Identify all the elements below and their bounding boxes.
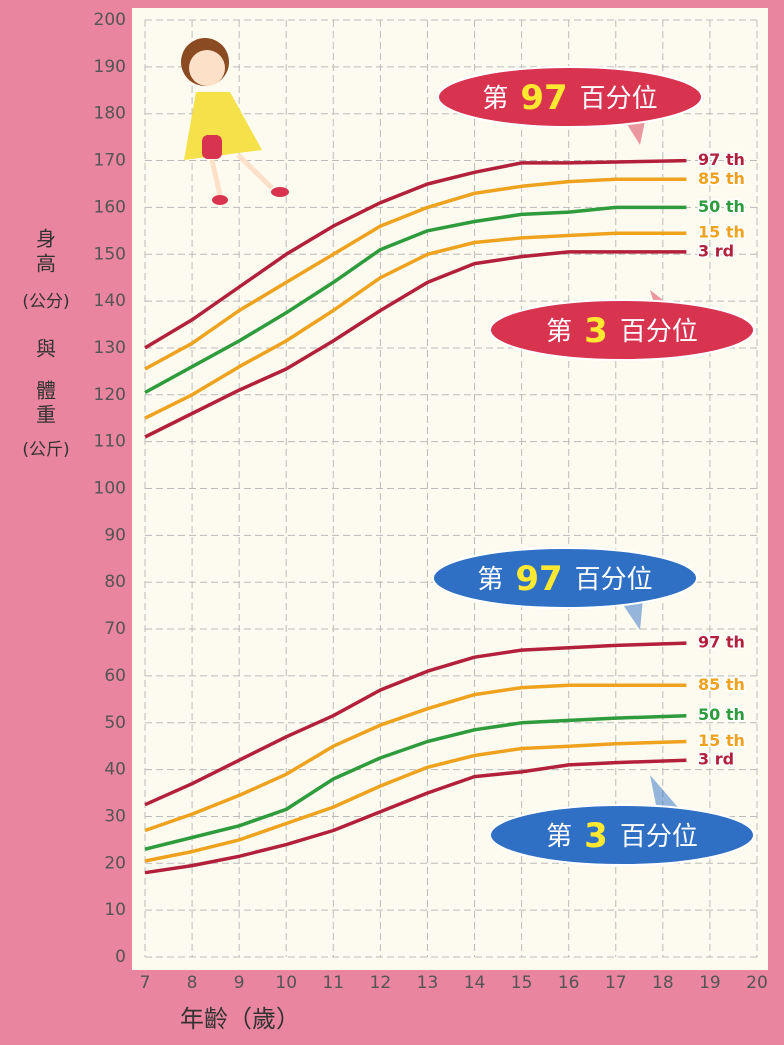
y-tick-label: 150	[94, 244, 126, 264]
series-label: 97 th	[698, 633, 745, 652]
y-tick-label: 200	[94, 10, 126, 30]
y-tick-label: 160	[94, 197, 126, 217]
y-tick-label: 70	[104, 619, 126, 639]
callout-bubble	[489, 804, 755, 866]
series-label: 15 th	[698, 223, 745, 242]
y-tick-label: 190	[94, 57, 126, 77]
x-tick-label: 19	[699, 973, 721, 993]
series-line	[144, 683, 687, 833]
y-tick-label: 60	[104, 666, 126, 686]
x-tick-label: 9	[234, 973, 245, 993]
callout-part: 97	[515, 559, 562, 599]
y-tick-label: 80	[104, 572, 126, 592]
y-axis-label: 體	[36, 379, 56, 403]
y-axis-label: 與	[36, 337, 56, 361]
callout-part: 第	[546, 317, 572, 347]
y-tick-label: 30	[104, 806, 126, 826]
callout-text: 第 97 百分位	[477, 559, 652, 599]
y-axis-label: 高	[36, 252, 56, 276]
girl-illustration	[181, 38, 289, 205]
x-tick-label: 12	[370, 973, 392, 993]
callout: 第 3 百分位	[489, 290, 755, 361]
y-axis-label: 身	[36, 227, 56, 251]
series-label: 85 th	[698, 675, 745, 694]
series-line	[144, 641, 687, 807]
callout-part: 3	[584, 816, 608, 856]
series-line	[144, 177, 687, 371]
y-tick-label: 10	[104, 900, 126, 920]
callout-bubble	[437, 66, 703, 128]
callout-text: 第 97 百分位	[482, 78, 657, 118]
y-axis-label: 重	[36, 403, 56, 427]
y-tick-label: 20	[104, 853, 126, 873]
x-tick-label: 18	[652, 973, 674, 993]
callout-part: 97	[520, 78, 567, 118]
series-line	[144, 713, 687, 851]
callout-part: 第	[477, 565, 503, 595]
series-line	[144, 250, 687, 439]
callout-part: 百分位	[620, 317, 698, 347]
y-tick-label: 50	[104, 713, 126, 733]
y-tick-label: 40	[104, 760, 126, 780]
x-tick-label: 15	[511, 973, 533, 993]
y-tick-label: 140	[94, 291, 126, 311]
x-tick-label: 20	[746, 973, 768, 993]
callout-part: 3	[584, 311, 608, 351]
x-tick-label: 17	[605, 973, 627, 993]
x-tick-label: 16	[558, 973, 580, 993]
callout-part: 百分位	[580, 84, 658, 114]
series-line	[144, 158, 687, 350]
callout-bubble	[432, 547, 698, 609]
callout-part: 第	[482, 84, 508, 114]
x-tick-label: 8	[187, 973, 198, 993]
y-tick-label: 180	[94, 104, 126, 124]
y-tick-label: 130	[94, 338, 126, 358]
series-label: 3 rd	[698, 750, 734, 769]
y-axis-label: (公分)	[22, 292, 69, 312]
callout-bubble	[489, 299, 755, 361]
y-tick-label: 0	[115, 947, 126, 967]
y-tick-label: 170	[94, 151, 126, 171]
y-axis-label: (公斤)	[22, 440, 69, 460]
series-line	[144, 231, 687, 420]
y-tick-label: 120	[94, 385, 126, 405]
series-label: 50 th	[698, 197, 745, 216]
callout: 第 97 百分位	[437, 66, 703, 145]
x-tick-label: 11	[322, 973, 344, 993]
x-tick-label: 14	[464, 973, 486, 993]
y-tick-label: 100	[94, 479, 126, 499]
series-label: 50 th	[698, 705, 745, 724]
callout: 第 97 百分位	[432, 547, 698, 630]
series-line	[144, 739, 687, 863]
series-label: 15 th	[698, 731, 745, 750]
callout-part: 百分位	[575, 565, 653, 595]
y-tick-label: 110	[94, 432, 126, 452]
series-line	[144, 758, 687, 875]
series-label: 3 rd	[698, 241, 734, 260]
x-tick-label: 7	[140, 973, 151, 993]
callout-text: 第 3 百分位	[546, 816, 698, 856]
callout-text: 第 3 百分位	[546, 311, 698, 351]
series-label: 85 th	[698, 169, 745, 188]
callout-part: 百分位	[620, 822, 698, 852]
x-tick-label: 10	[275, 973, 297, 993]
series-line	[144, 205, 687, 395]
y-tick-label: 90	[104, 525, 126, 545]
x-tick-label: 13	[417, 973, 439, 993]
series-label: 97 th	[698, 150, 745, 169]
callout: 第 3 百分位	[489, 775, 755, 866]
callout-part: 第	[546, 822, 572, 852]
x-axis-label: 年齡（歲）	[180, 1005, 300, 1033]
